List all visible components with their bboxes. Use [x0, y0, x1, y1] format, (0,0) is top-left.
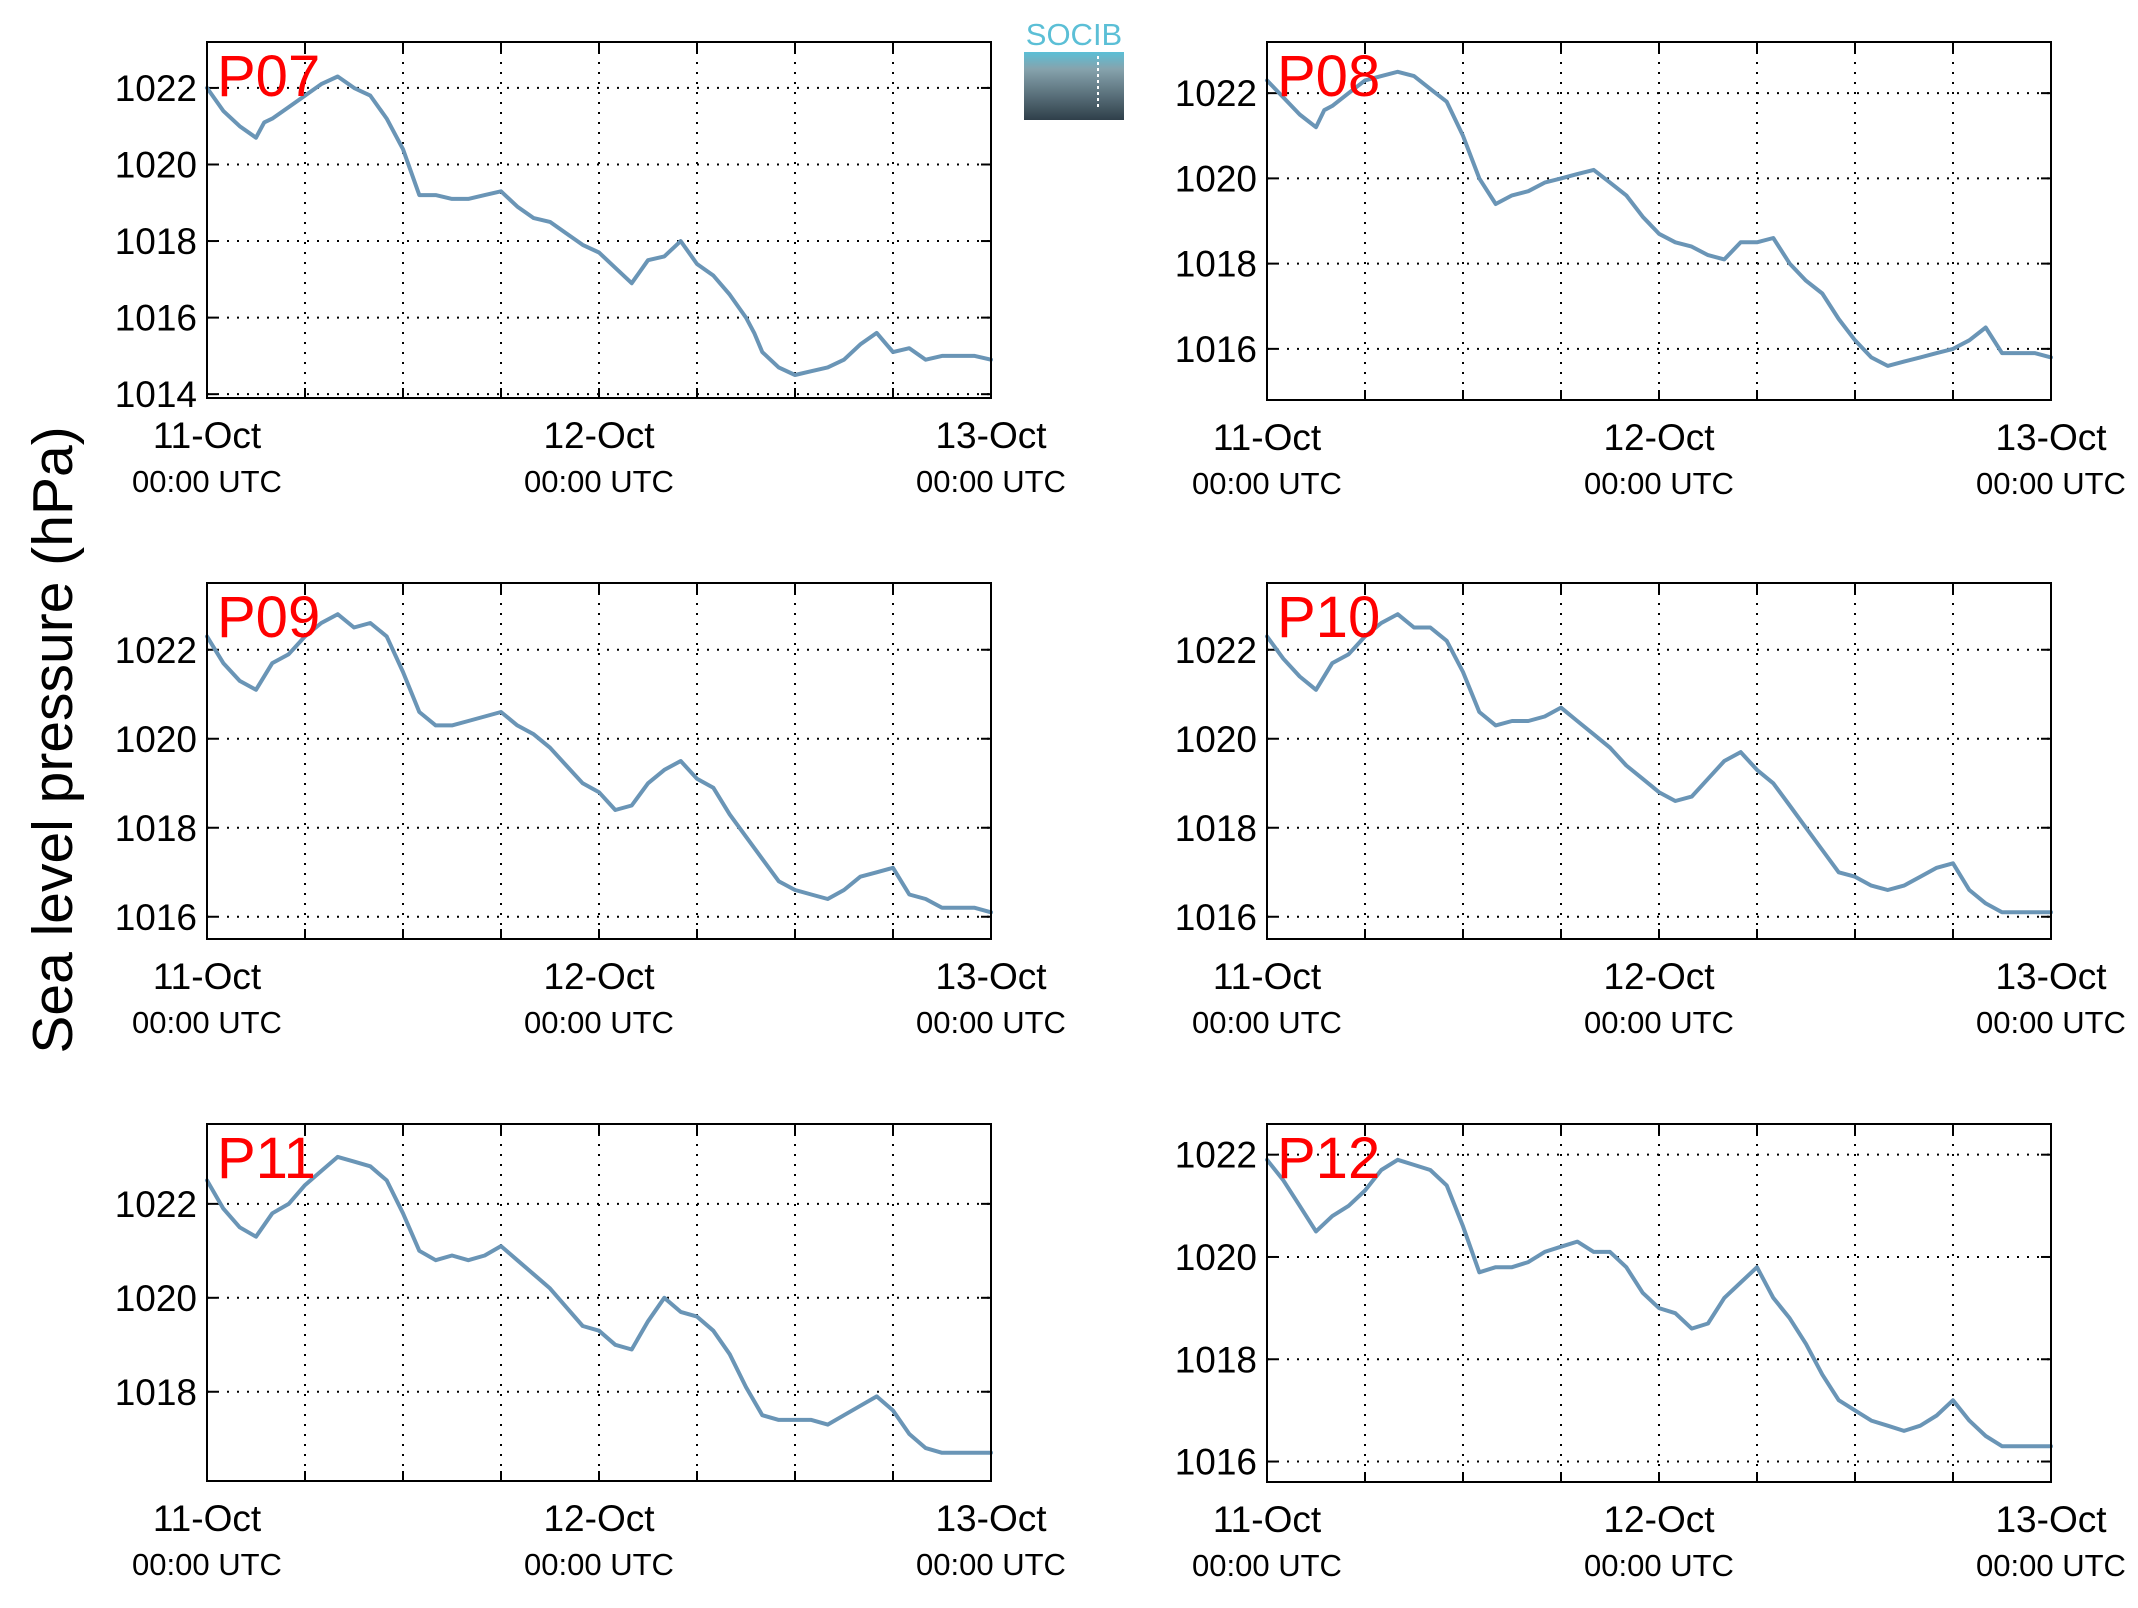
- panel-label: P07: [217, 44, 320, 109]
- x-tick-label-time: 00:00 UTC: [1584, 466, 1734, 501]
- socib-logo: SOCIB: [1024, 17, 1124, 120]
- axes-frame: [1266, 582, 2052, 940]
- x-tick-label-day: 13-Oct: [1995, 956, 2107, 997]
- y-tick-label: 1022: [1175, 1135, 1257, 1176]
- x-tick-label-day: 12-Oct: [1603, 956, 1715, 997]
- chart-panel-p10: 1016 1018 1020 1022 11-Oct 00:00 UTC 12-Oct 00:…: [1175, 582, 2126, 1040]
- x-tick-label-day: 11-Oct: [153, 415, 262, 456]
- x-tick-label-time: 00:00 UTC: [524, 464, 674, 499]
- x-tick-label-day: 12-Oct: [543, 415, 655, 456]
- logo-text: SOCIB: [1026, 17, 1122, 52]
- y-tick-label: 1016: [1175, 329, 1257, 370]
- panel-label: P10: [1277, 585, 1380, 650]
- chart-panel-p12: 1016 1018 1020 1022 11-Oct 00:00 UTC 12-Oct 00:…: [1175, 1123, 2126, 1583]
- x-tick-label-time: 00:00 UTC: [132, 464, 282, 499]
- y-tick-label: 1018: [115, 1372, 197, 1413]
- x-tick-label-day: 12-Oct: [1603, 417, 1715, 458]
- panels: 1014 1016 1018 1020 1022 11-Oct 00:00 UTC 12-Oc…: [115, 41, 2126, 1583]
- x-tick-label-day: 11-Oct: [1213, 956, 1322, 997]
- x-tick-label-day: 11-Oct: [153, 956, 262, 997]
- x-tick-label-time: 00:00 UTC: [916, 464, 1066, 499]
- y-tick-label: 1022: [1175, 73, 1257, 114]
- chart-panel-p07: 1014 1016 1018 1020 1022 11-Oct 00:00 UTC 12-Oc…: [115, 41, 1066, 499]
- x-tick-label-day: 11-Oct: [1213, 417, 1322, 458]
- axes-frame: [206, 582, 992, 940]
- pressure-series-line: [205, 612, 993, 915]
- y-tick-label: 1020: [115, 144, 197, 185]
- y-tick-label: 1016: [1175, 897, 1257, 938]
- y-tick-label: 1020: [115, 719, 197, 760]
- x-tick-label-day: 12-Oct: [1603, 1499, 1715, 1540]
- panel-label: P11: [217, 1126, 316, 1191]
- x-tick-label-time: 00:00 UTC: [1192, 466, 1342, 501]
- axes-frame: [206, 1123, 992, 1482]
- panel-label: P09: [217, 585, 320, 650]
- axes-frame: [1266, 41, 2052, 401]
- y-tick-label: 1020: [115, 1278, 197, 1319]
- x-tick-label-time: 00:00 UTC: [524, 1547, 674, 1582]
- x-tick-label-day: 13-Oct: [1995, 417, 2107, 458]
- x-tick-label-day: 12-Oct: [543, 956, 655, 997]
- chart-panel-p11: 1018 1020 1022 11-Oct 00:00 UTC 12-Oct 00:00 U…: [115, 1123, 1066, 1582]
- x-tick-label-time: 00:00 UTC: [524, 1005, 674, 1040]
- chart-panel-p08: 1016 1018 1020 1022 11-Oct 00:00 UTC 12-Oct 00:…: [1175, 41, 2126, 501]
- x-tick-label-day: 12-Oct: [543, 1498, 655, 1539]
- x-tick-label-day: 11-Oct: [1213, 1499, 1322, 1540]
- y-tick-label: 1018: [115, 221, 197, 262]
- axes-frame: [1266, 1123, 2052, 1483]
- y-tick-label: 1022: [115, 630, 197, 671]
- panel-label: P12: [1277, 1126, 1380, 1191]
- y-tick-label: 1020: [1175, 719, 1257, 760]
- axes-frame: [206, 41, 992, 399]
- y-tick-label: 1016: [115, 897, 197, 938]
- y-tick-label: 1020: [1175, 158, 1257, 199]
- y-tick-label: 1018: [115, 808, 197, 849]
- logo-wave-icon: [1024, 52, 1124, 120]
- x-tick-label-time: 00:00 UTC: [916, 1005, 1066, 1040]
- x-tick-label-day: 13-Oct: [935, 1498, 1047, 1539]
- pressure-series-line: [1265, 69, 2053, 368]
- y-tick-label: 1018: [1175, 244, 1257, 285]
- pressure-series-line: [205, 74, 993, 377]
- y-tick-label: 1018: [1175, 808, 1257, 849]
- x-tick-label-time: 00:00 UTC: [132, 1005, 282, 1040]
- x-tick-label-time: 00:00 UTC: [916, 1547, 1066, 1582]
- y-tick-label: 1016: [115, 298, 197, 339]
- y-tick-label: 1016: [1175, 1442, 1257, 1483]
- x-tick-label-time: 00:00 UTC: [1976, 1005, 2126, 1040]
- x-tick-label-time: 00:00 UTC: [1584, 1005, 1734, 1040]
- x-tick-label-time: 00:00 UTC: [1192, 1548, 1342, 1583]
- x-tick-label-time: 00:00 UTC: [1976, 466, 2126, 501]
- y-axis-label: Sea level pressure (hPa): [21, 426, 85, 1053]
- x-tick-label-time: 00:00 UTC: [1584, 1548, 1734, 1583]
- pressure-series-line: [205, 1154, 993, 1455]
- x-tick-label-day: 11-Oct: [153, 1498, 262, 1539]
- pressure-series-line: [1265, 1157, 2053, 1449]
- y-tick-label: 1018: [1175, 1339, 1257, 1380]
- y-tick-label: 1022: [115, 1184, 197, 1225]
- x-tick-label-day: 13-Oct: [1995, 1499, 2107, 1540]
- x-tick-label-time: 00:00 UTC: [1192, 1005, 1342, 1040]
- y-tick-label: 1014: [115, 374, 197, 415]
- x-tick-label-day: 13-Oct: [935, 956, 1047, 997]
- x-tick-label-day: 13-Oct: [935, 415, 1047, 456]
- panel-label: P08: [1277, 44, 1380, 109]
- y-tick-label: 1020: [1175, 1237, 1257, 1278]
- x-tick-label-time: 00:00 UTC: [1976, 1548, 2126, 1583]
- pressure-series-line: [1265, 612, 2053, 915]
- x-tick-label-time: 00:00 UTC: [132, 1547, 282, 1582]
- y-tick-label: 1022: [115, 68, 197, 109]
- y-tick-label: 1022: [1175, 630, 1257, 671]
- chart-panel-p09: 1016 1018 1020 1022 11-Oct 00:00 UTC 12-Oct 00:…: [115, 582, 1066, 1040]
